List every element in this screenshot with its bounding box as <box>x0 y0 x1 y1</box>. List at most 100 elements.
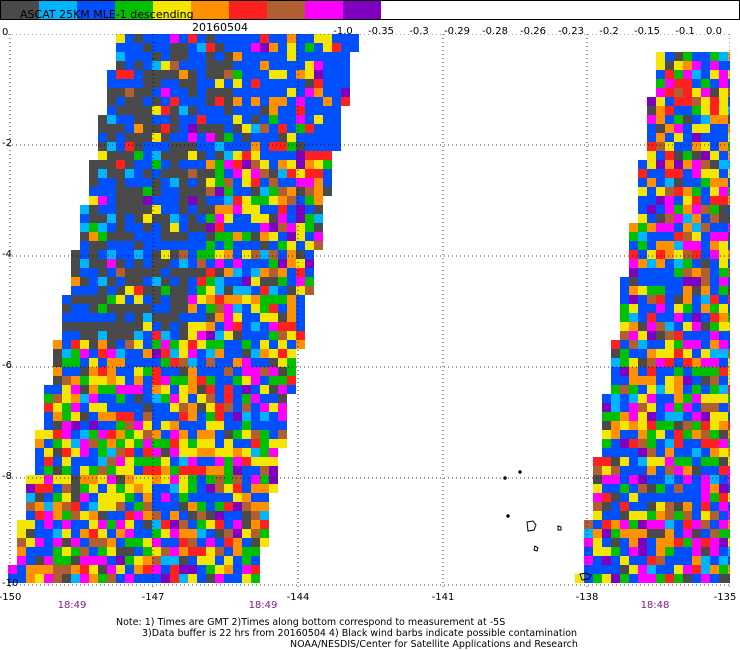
swath-cell <box>269 34 278 43</box>
swath-cell <box>170 448 179 457</box>
swath-cell <box>692 151 701 160</box>
swath-cell <box>692 196 701 205</box>
swath-cell <box>260 286 269 295</box>
swath-cell <box>674 214 683 223</box>
swath-cell <box>269 412 278 421</box>
swath-cell <box>584 529 593 538</box>
swath-cell <box>89 367 98 376</box>
swath-cell <box>629 394 638 403</box>
swath-cell <box>251 277 260 286</box>
swath-cell <box>197 124 206 133</box>
swath-cell <box>197 232 206 241</box>
swath-cell <box>665 88 674 97</box>
swath-cell <box>665 250 674 259</box>
swath-cell <box>683 484 692 493</box>
swath-cell <box>629 430 638 439</box>
swath-cell <box>278 295 287 304</box>
swath-cell <box>674 169 683 178</box>
swath-cell <box>296 241 305 250</box>
swath-cell <box>683 187 692 196</box>
swath-cell <box>116 358 125 367</box>
swath-cell <box>701 394 710 403</box>
swath-cell <box>701 520 710 529</box>
colorbar-label: -0.26 <box>520 26 546 37</box>
swath-cell <box>179 466 188 475</box>
swath-cell <box>296 97 305 106</box>
swath-cell <box>683 295 692 304</box>
swath-cell <box>206 322 215 331</box>
swath-cell <box>701 439 710 448</box>
swath-cell <box>656 268 665 277</box>
swath-cell <box>125 385 134 394</box>
swath-cell <box>638 502 647 511</box>
swath-cell <box>179 484 188 493</box>
swath-cell <box>269 151 278 160</box>
swath-cell <box>134 268 143 277</box>
swath-cell <box>665 574 674 583</box>
swath-cell <box>35 430 44 439</box>
swath-cell <box>242 178 251 187</box>
swath-cell <box>296 124 305 133</box>
swath-cell <box>242 511 251 520</box>
swath-cell <box>710 259 719 268</box>
swath-cell <box>188 421 197 430</box>
swath-cell <box>98 259 107 268</box>
swath-cell <box>287 340 296 349</box>
swath-cell <box>665 115 674 124</box>
swath-cell <box>152 538 161 547</box>
island-outline <box>579 572 592 581</box>
swath-cell <box>656 241 665 250</box>
swath-cell <box>215 106 224 115</box>
swath-cell <box>233 268 242 277</box>
swath-cell <box>152 268 161 277</box>
swath-cell <box>107 340 116 349</box>
swath-cell <box>314 241 323 250</box>
swath-cell <box>62 367 71 376</box>
swath-cell <box>224 412 233 421</box>
swath-cell <box>134 466 143 475</box>
swath-cell <box>197 367 206 376</box>
swath-cell <box>179 322 188 331</box>
swath-cell <box>107 529 116 538</box>
swath-cell <box>629 268 638 277</box>
swath-cell <box>710 97 719 106</box>
swath-cell <box>188 475 197 484</box>
swath-cell <box>683 529 692 538</box>
swath-cell <box>152 259 161 268</box>
swath-cell <box>665 133 674 142</box>
swath-cell <box>179 187 188 196</box>
swath-cell <box>719 187 728 196</box>
swath-cell <box>143 259 152 268</box>
swath-cell <box>611 394 620 403</box>
swath-cell <box>143 178 152 187</box>
swath-cell <box>143 547 152 556</box>
swath-cell <box>611 349 620 358</box>
swath-cell <box>647 160 656 169</box>
swath-cell <box>89 376 98 385</box>
swath-cell <box>683 574 692 583</box>
colorbar-label: 0.0 <box>706 26 722 37</box>
swath-cell <box>233 565 242 574</box>
swath-cell <box>53 421 62 430</box>
swath-cell <box>224 196 233 205</box>
swath-cell <box>710 142 719 151</box>
swath-cell <box>215 439 224 448</box>
swath-cell <box>269 322 278 331</box>
swath-cell <box>719 493 728 502</box>
swath-cell <box>242 259 251 268</box>
swath-cell <box>260 421 269 430</box>
swath-cell <box>251 268 260 277</box>
swath-cell <box>197 475 206 484</box>
swath-cell <box>305 214 314 223</box>
swath-cell <box>188 133 197 142</box>
swath-cell <box>80 574 89 583</box>
swath-cell <box>719 169 728 178</box>
swath-cell <box>107 124 116 133</box>
swath-cell <box>296 196 305 205</box>
pass-time-label: 18:49 <box>248 600 278 611</box>
swath-cell <box>116 169 125 178</box>
swath-cell <box>80 268 89 277</box>
swath-cell <box>287 331 296 340</box>
swath-cell <box>260 313 269 322</box>
swath-cell <box>80 475 89 484</box>
